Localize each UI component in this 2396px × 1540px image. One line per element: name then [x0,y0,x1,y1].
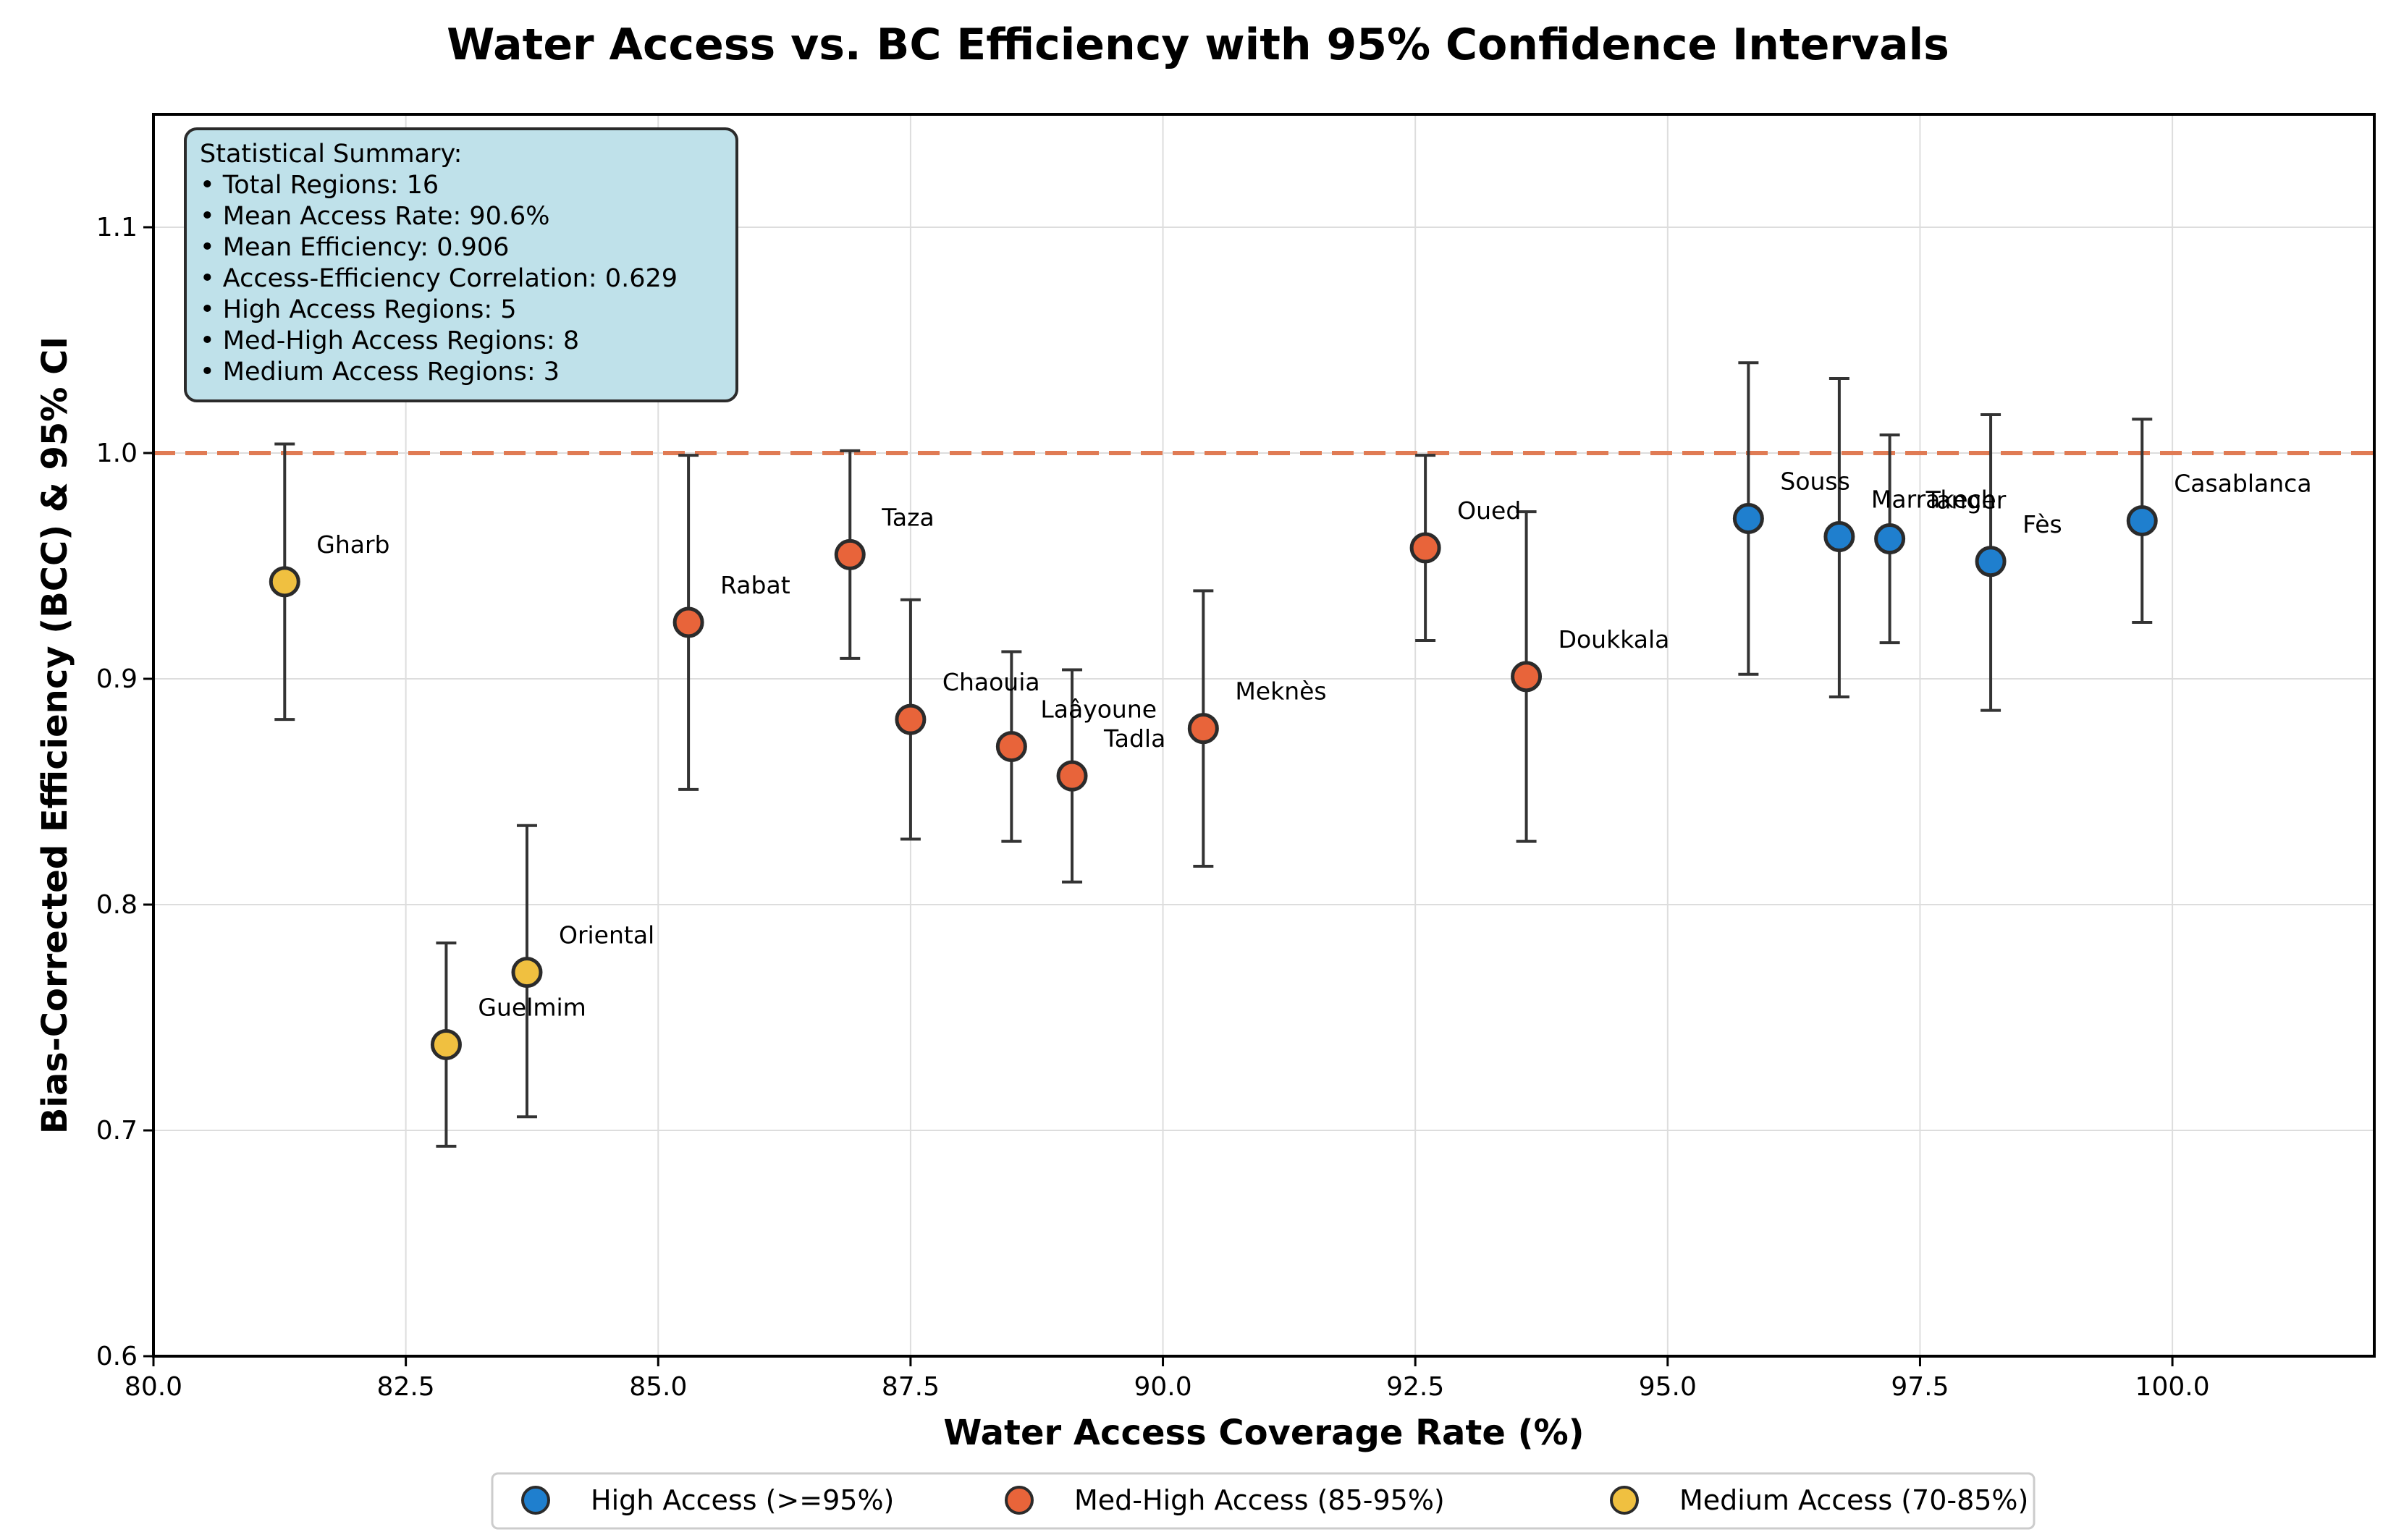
data-point-souss [1732,502,1764,534]
data-points [269,502,2158,1060]
point-label: Doukkala [1558,625,1670,653]
point-label: Casablanca [2174,470,2311,498]
x-tick-label: 82.5 [377,1372,435,1402]
data-point-tadla [1056,760,1088,792]
data-point-chaouia [895,703,927,735]
point-label: Marrakech [1871,485,1996,513]
x-tick-label: 80.0 [125,1372,182,1402]
x-tick-label: 85.0 [629,1372,687,1402]
x-tick-label: 87.5 [882,1372,940,1402]
x-tick-label: 95.0 [1639,1372,1697,1402]
data-point-laâyoune [995,731,1027,763]
x-tick-label: 92.5 [1386,1372,1444,1402]
point-label: Tadla [1103,724,1165,753]
x-tick-label: 97.5 [1891,1372,1949,1402]
point-label: Tanger [1925,486,2007,515]
legend-items: High Access (>=95%) Med-High Access (85-9… [521,1484,2028,1516]
legend-marker [1610,1486,1639,1515]
y-axis-ticks: 0.6 0.7 0.8 0.9 1.0 1.1 [96,213,153,1371]
data-point-meknès [1187,713,1219,745]
point-label: Taza [881,503,934,531]
y-axis-label: Bias-Corrected Efficiency (BCC) & 95% CI [35,337,75,1134]
summary-line: • Total Regions: 16 [200,171,439,200]
point-label: Oued [1457,496,1521,525]
summary-line: • Access-Efficiency Correlation: 0.629 [200,264,678,293]
legend-label: High Access (>=95%) [591,1484,894,1516]
statistical-summary-box: Statistical Summary:• Total Regions: 16•… [184,127,738,402]
y-tick-label: 0.7 [96,1116,138,1146]
data-point-fès [1975,546,2007,578]
data-point-marrakech [1823,520,1855,552]
x-axis-ticks: 80.0 82.5 85.0 87.5 90.0 92.5 95.0 97.5 100.0 [125,1356,2210,1402]
summary-line: • Mean Access Rate: 90.6% [200,202,550,231]
data-point-gharb [269,566,300,598]
summary-line: • Med-High Access Regions: 8 [200,326,579,355]
point-labels: Gharb Guelmim Oriental Rabat Taza ChaouiaLaây… [316,467,2311,1021]
y-tick-label: 1.1 [96,213,138,242]
point-label: Rabat [720,571,790,599]
data-point-taza [834,538,866,570]
x-tick-label: 100.0 [2135,1372,2210,1402]
summary-line: • Medium Access Regions: 3 [200,358,560,386]
legend-marker [521,1486,550,1515]
data-point-oued [1409,532,1441,564]
summary-lines: Statistical Summary:• Total Regions: 16•… [200,140,678,386]
error-bars [274,361,2153,1148]
point-label: Chaouia [942,668,1040,696]
legend-frame [491,1472,2036,1530]
point-label: Souss [1780,467,1849,495]
summary-heading: Statistical Summary: [200,140,462,169]
chart-title: Water Access vs. BC Efficiency with 95% … [447,20,1949,70]
x-axis-label: Water Access Coverage Rate (%) [943,1413,1584,1453]
data-point-doukkala [1511,661,1543,693]
legend-marker [1005,1486,1034,1515]
summary-line: • High Access Regions: 5 [200,295,517,324]
summary-line: • Mean Efficiency: 0.906 [200,233,509,262]
y-tick-label: 0.8 [96,890,138,920]
legend-label: Medium Access (70-85%) [1679,1484,2028,1516]
y-tick-label: 0.9 [96,664,138,694]
point-label: Fès [2022,510,2062,538]
legend-label: Med-High Access (85-95%) [1074,1484,1445,1516]
data-point-tanger [1874,523,1906,555]
data-point-guelmim [430,1028,462,1060]
point-label: Oriental [559,921,654,949]
data-point-casablanca [2126,505,2158,537]
legend: High Access (>=95%) Med-High Access (85-9… [491,1472,2036,1530]
point-label: Gharb [316,530,389,559]
y-tick-label: 1.0 [96,439,138,468]
y-tick-label: 0.6 [96,1342,138,1371]
plot-frame [152,113,2376,1358]
point-label: Laâyoune [1040,695,1157,724]
x-tick-label: 90.0 [1134,1372,1191,1402]
point-label: Meknès [1235,677,1326,706]
data-point-rabat [672,606,704,638]
point-label: Guelmim [478,993,586,1021]
summary-background [184,127,738,402]
data-point-oriental [511,957,543,989]
